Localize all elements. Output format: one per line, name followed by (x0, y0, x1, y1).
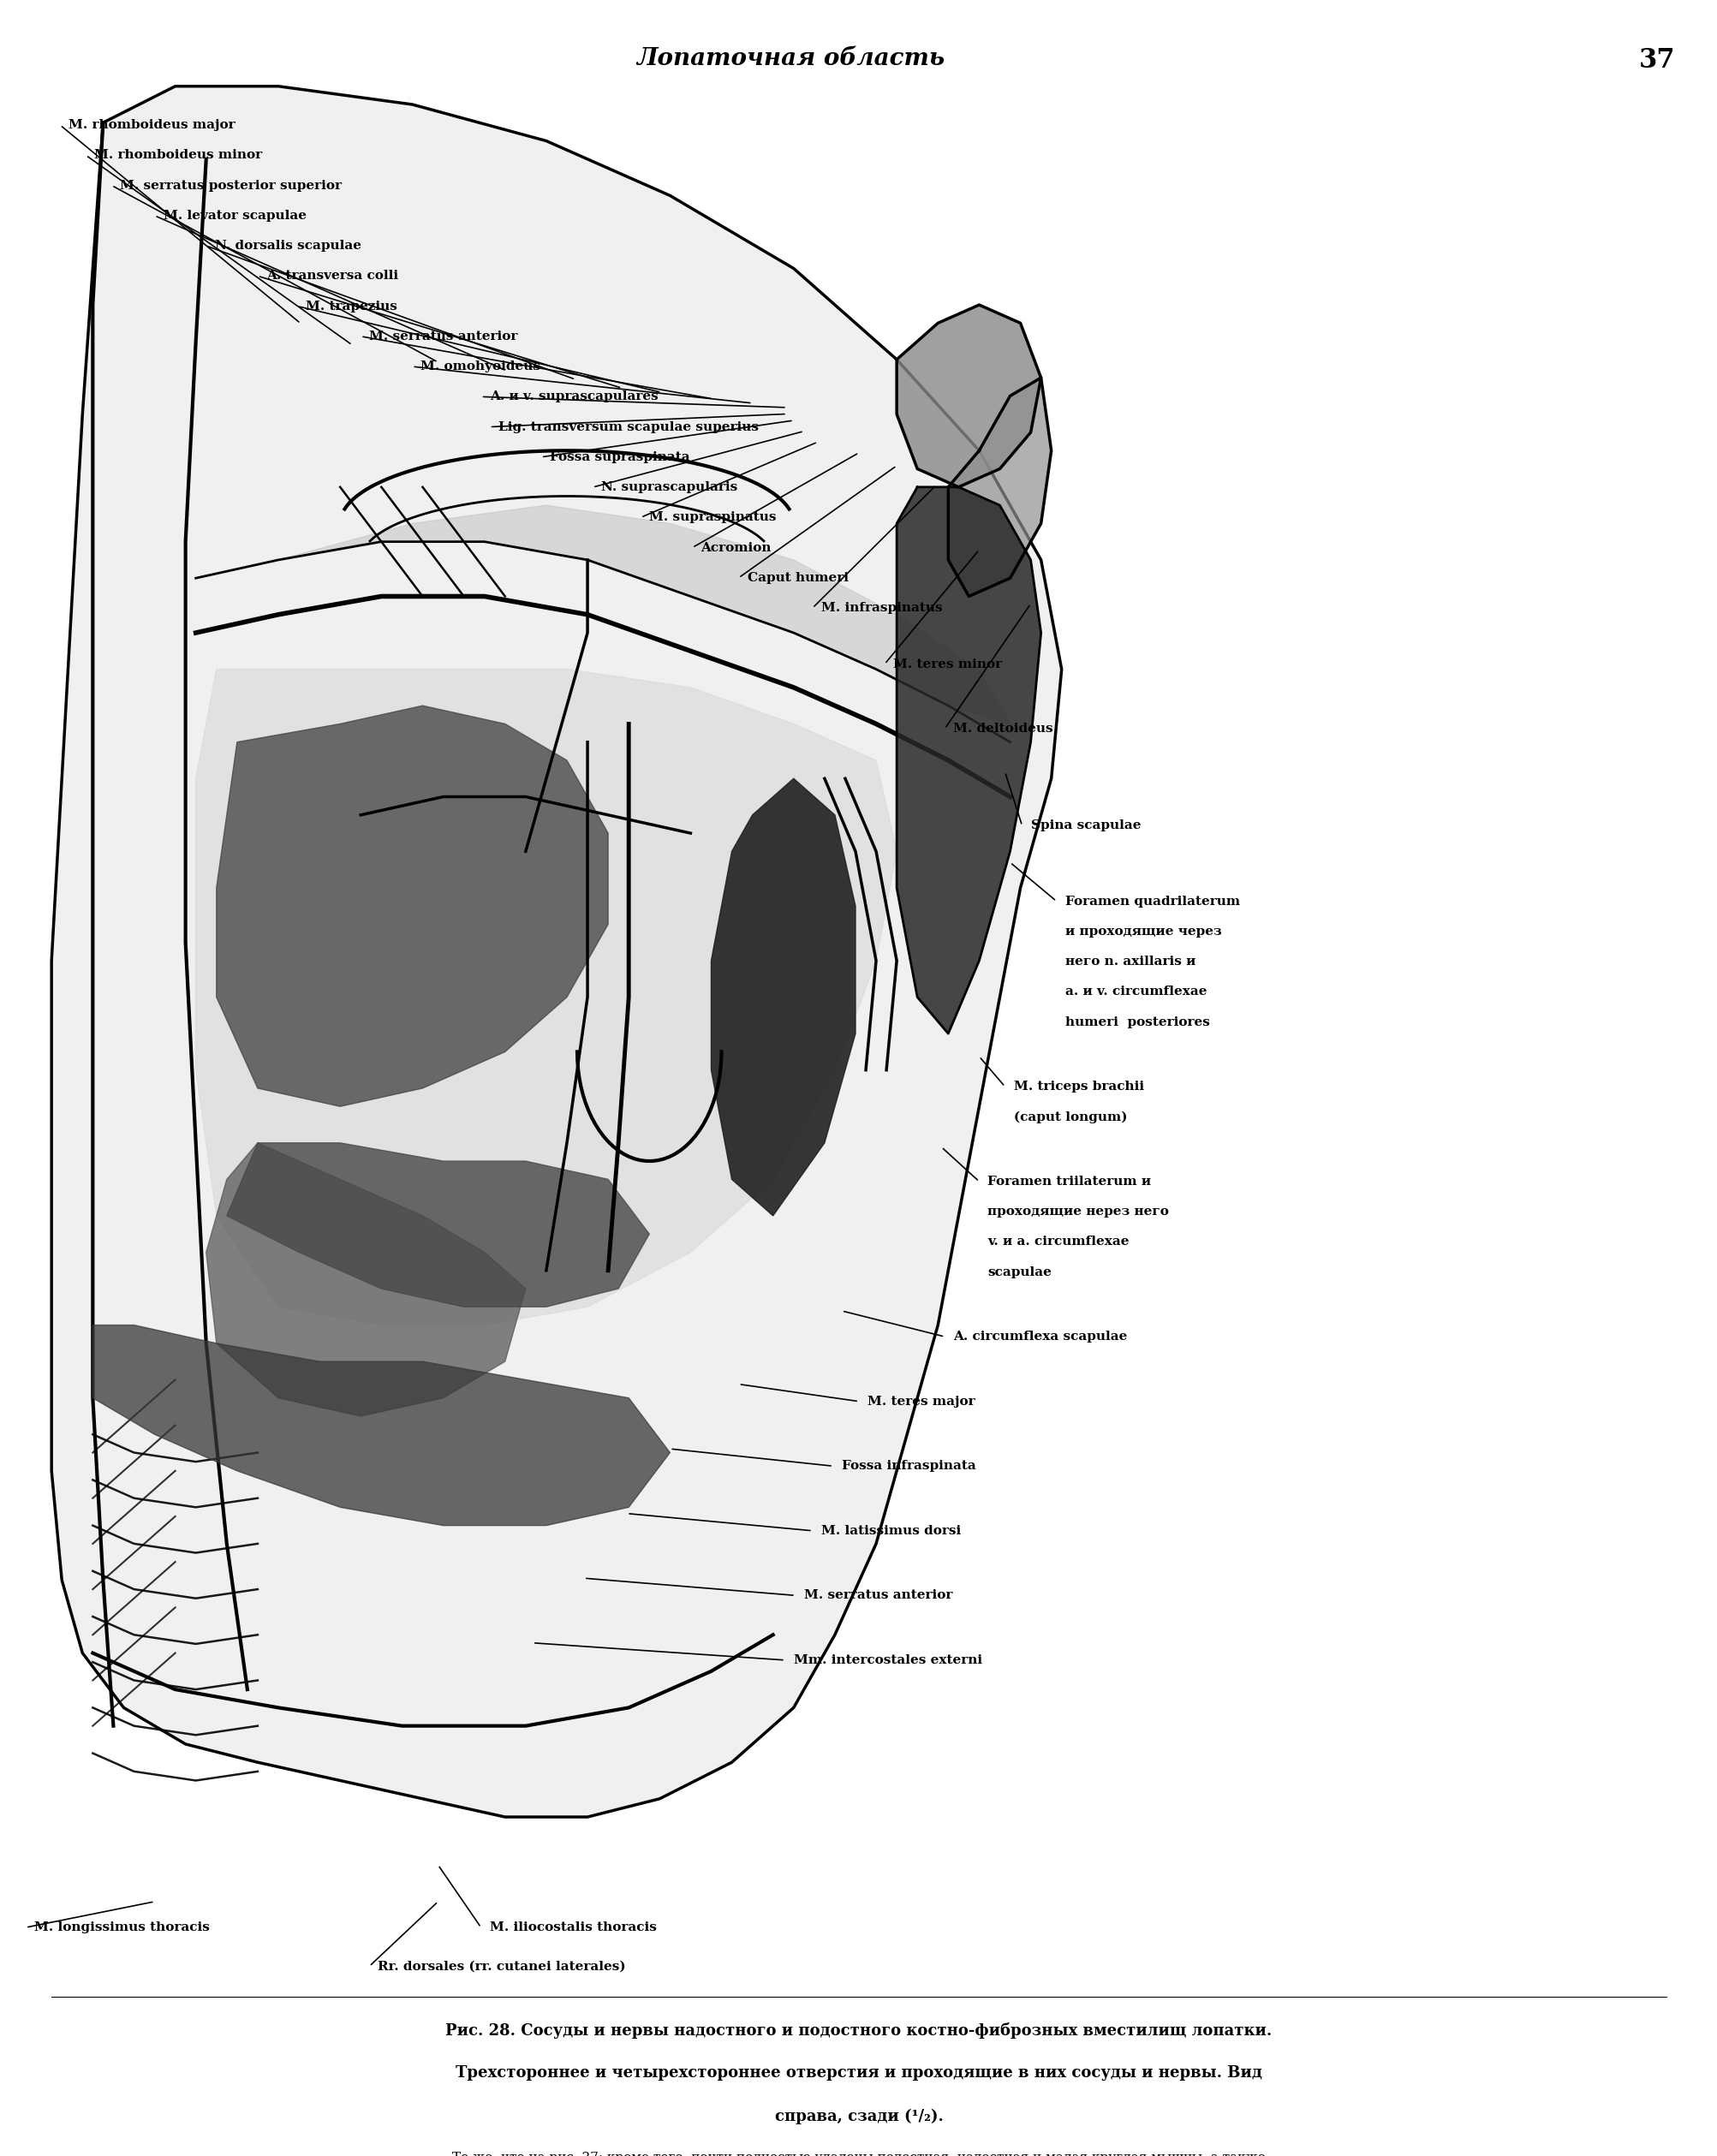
Text: Fossa infraspinata: Fossa infraspinata (841, 1460, 975, 1473)
Text: Рис. 28. Сосуды и нервы надостного и подостного костно-фиброзных вместилищ лопат: Рис. 28. Сосуды и нервы надостного и под… (445, 2022, 1272, 2040)
Text: M. levator scapulae: M. levator scapulae (163, 209, 306, 222)
Text: N. suprascapularis: N. suprascapularis (601, 481, 737, 494)
Text: проходящие нерез него: проходящие нерез него (987, 1205, 1169, 1218)
Text: Mm. intercostales externi: Mm. intercostales externi (793, 1654, 982, 1667)
Text: a. и v. circumflexae: a. и v. circumflexae (1065, 985, 1207, 998)
Polygon shape (93, 1326, 670, 1526)
Text: Acromion: Acromion (701, 541, 771, 554)
Text: M. omohyoideus: M. omohyoideus (421, 360, 541, 373)
Text: scapulae: scapulae (987, 1266, 1051, 1279)
Text: него n. axillaris и: него n. axillaris и (1065, 955, 1195, 968)
Text: humeri  posteriores: humeri posteriores (1065, 1015, 1209, 1028)
Text: Лопаточная область: Лопаточная область (635, 47, 944, 71)
Text: A. и v. suprascapulares: A. и v. suprascapulares (489, 390, 658, 403)
Text: M. latissimus dorsi: M. latissimus dorsi (821, 1524, 960, 1537)
Text: M. serratus posterior superior: M. serratus posterior superior (120, 179, 342, 192)
Text: 37: 37 (1638, 47, 1674, 73)
Polygon shape (206, 1143, 525, 1416)
Text: То же, что на рис. 27; кроме того, почти полностью удалены подостная, надостная : То же, что на рис. 27; кроме того, почти… (452, 2152, 1265, 2156)
Text: v. и a. circumflexae: v. и a. circumflexae (987, 1235, 1130, 1248)
Polygon shape (52, 86, 1061, 1818)
Text: M. longissimus thoracis: M. longissimus thoracis (34, 1921, 209, 1934)
Text: Fossa supraspinata: Fossa supraspinata (549, 451, 690, 464)
Text: M. rhomboideus major: M. rhomboideus major (69, 119, 235, 132)
Text: Foramen triilaterum и: Foramen triilaterum и (987, 1175, 1150, 1188)
Polygon shape (196, 668, 896, 1326)
Polygon shape (896, 487, 1041, 1033)
Text: M. triceps brachii: M. triceps brachii (1013, 1080, 1144, 1093)
Text: Caput humeri: Caput humeri (747, 571, 848, 584)
Text: M. serratus anterior: M. serratus anterior (804, 1589, 951, 1602)
Text: Трехстороннее и четырехстороннее отверстия и проходящие в них сосуды и нервы. Ви: Трехстороннее и четырехстороннее отверст… (455, 2065, 1262, 2081)
Text: M. supraspinatus: M. supraspinatus (649, 511, 776, 524)
Text: N. dorsalis scapulae: N. dorsalis scapulae (215, 239, 361, 252)
Text: M. teres minor: M. teres minor (893, 658, 1001, 671)
Text: A. circumflexa scapulae: A. circumflexa scapulae (953, 1330, 1126, 1343)
Text: (caput longum): (caput longum) (1013, 1110, 1126, 1123)
Text: A. transversa colli: A. transversa colli (266, 270, 398, 282)
Text: M. rhomboideus minor: M. rhomboideus minor (94, 149, 263, 162)
Text: M. trapezius: M. trapezius (306, 300, 397, 313)
Text: M. teres major: M. teres major (867, 1395, 975, 1408)
Text: M. serratus anterior: M. serratus anterior (369, 330, 517, 343)
Text: Rr. dorsales (rr. cutanei laterales): Rr. dorsales (rr. cutanei laterales) (378, 1960, 625, 1973)
Polygon shape (948, 377, 1051, 597)
Polygon shape (711, 778, 855, 1216)
Text: справа, сзади (¹/₂).: справа, сзади (¹/₂). (774, 2109, 943, 2124)
Polygon shape (227, 1143, 649, 1307)
Text: Spina scapulae: Spina scapulae (1030, 819, 1140, 832)
Text: и проходящие через: и проходящие через (1065, 925, 1221, 938)
Text: Lig. transversum scapulae superius: Lig. transversum scapulae superius (498, 420, 759, 433)
Polygon shape (216, 705, 608, 1106)
Text: M. infraspinatus: M. infraspinatus (821, 602, 943, 614)
Text: Foramen quadrilaterum: Foramen quadrilaterum (1065, 895, 1240, 908)
Text: M. deltoideus: M. deltoideus (953, 722, 1053, 735)
Polygon shape (196, 505, 1010, 724)
Text: M. iliocostalis thoracis: M. iliocostalis thoracis (489, 1921, 656, 1934)
Polygon shape (896, 304, 1041, 487)
